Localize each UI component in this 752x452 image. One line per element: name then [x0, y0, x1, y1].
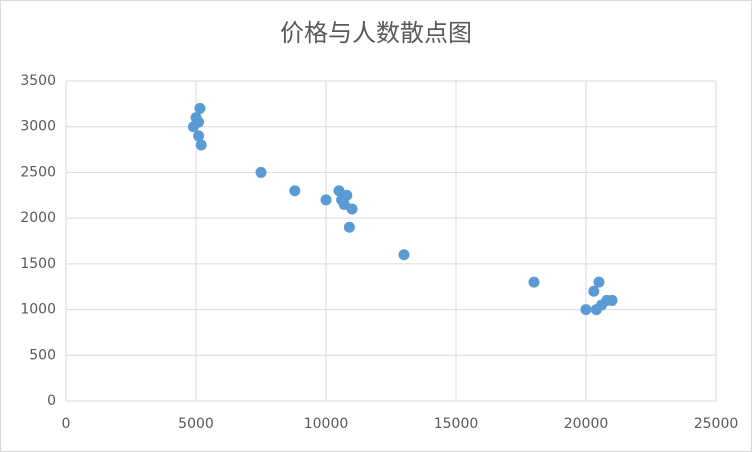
- point: [528, 276, 540, 288]
- point: [580, 304, 592, 316]
- point: [398, 249, 410, 261]
- y-tick-label: 3500: [20, 73, 56, 89]
- x-tick-label: 0: [62, 416, 71, 432]
- y-tick-label: 500: [29, 347, 56, 363]
- point: [193, 130, 205, 142]
- y-tick-label: 2500: [20, 164, 56, 180]
- y-tick-label: 2000: [20, 210, 56, 226]
- x-tick-label: 5000: [178, 416, 214, 432]
- point: [193, 116, 205, 128]
- x-tick-label: 15000: [434, 416, 479, 432]
- y-tick-label: 1500: [20, 256, 56, 272]
- y-tick-label: 3000: [20, 119, 56, 135]
- y-tick-label: 0: [47, 393, 56, 409]
- x-tick-label: 20000: [564, 416, 609, 432]
- point: [343, 221, 355, 233]
- point: [606, 294, 618, 306]
- x-tick-label: 10000: [304, 416, 349, 432]
- point: [346, 203, 358, 215]
- point: [195, 139, 207, 151]
- chart-title: 价格与人数散点图: [280, 19, 472, 47]
- point: [194, 102, 206, 114]
- point: [593, 276, 605, 288]
- y-tick-label: 1000: [20, 302, 56, 318]
- point: [255, 166, 267, 178]
- point: [588, 285, 600, 297]
- point: [320, 194, 332, 206]
- point: [289, 185, 301, 197]
- x-tick-label: 25000: [694, 416, 739, 432]
